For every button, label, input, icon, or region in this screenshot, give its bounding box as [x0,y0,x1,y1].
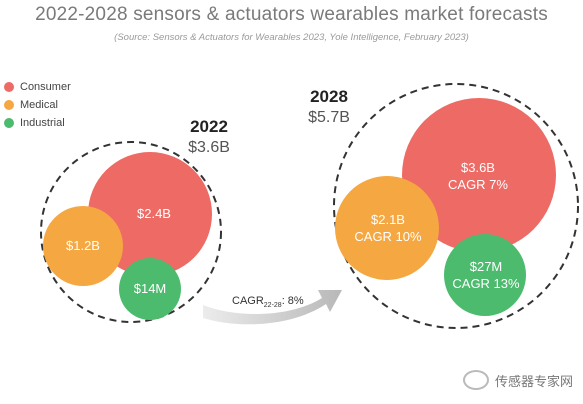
legend-dot-industrial [4,118,14,128]
bubble-2028-consumer [402,98,556,252]
legend-dot-medical [4,100,14,110]
legend-item-consumer: Consumer [4,78,71,96]
outline-2028 [333,83,579,329]
legend: Consumer Medical Industrial [4,78,71,132]
total-label-2022: $3.6B [188,139,230,156]
bubble-2028-medical [335,176,439,280]
cagr-label-2028-consumer: CAGR 7% [448,177,508,192]
legend-dot-consumer [4,82,14,92]
year-label-2028: 2028 [310,87,348,106]
value-label-2028-industrial: $27M [470,259,503,274]
value-label-2028-medical: $2.1B [371,212,405,227]
value-label-2022-industrial: $14M [134,281,167,296]
legend-item-industrial: Industrial [4,114,71,132]
value-label-2028-consumer: $3.6B [461,160,495,175]
legend-item-medical: Medical [4,96,71,114]
overall-cagr-subscript: 22-28 [264,302,282,309]
overall-cagr-label: CAGR22-28: 8% [232,295,304,309]
watermark: 传感器专家网 [462,370,573,390]
bubble-2022-medical [43,206,123,286]
bubble-2028-industrial [444,234,526,316]
cagr-label-2028-medical: CAGR 10% [354,229,422,244]
value-label-2022-medical: $1.2B [66,238,100,253]
year-label-2022: 2022 [190,117,228,136]
outline-2022 [40,141,222,323]
cagr-label-2028-industrial: CAGR 13% [452,276,520,291]
overall-cagr-prefix: CAGR [232,295,264,307]
transition-arrow [203,290,342,325]
total-label-2028: $5.7B [308,109,350,126]
bubble-2022-industrial [119,258,181,320]
wechat-icon [462,370,489,390]
chart-subtitle: (Source: Sensors & Actuators for Wearabl… [114,32,469,43]
overall-cagr-value: : 8% [282,295,304,307]
legend-label-medical: Medical [20,99,58,111]
legend-label-industrial: Industrial [20,117,65,129]
value-label-2022-consumer: $2.4B [137,206,171,221]
legend-label-consumer: Consumer [20,81,71,93]
chart-title: 2022-2028 sensors & actuators wearables … [35,4,548,25]
watermark-text: 传感器专家网 [494,373,573,389]
